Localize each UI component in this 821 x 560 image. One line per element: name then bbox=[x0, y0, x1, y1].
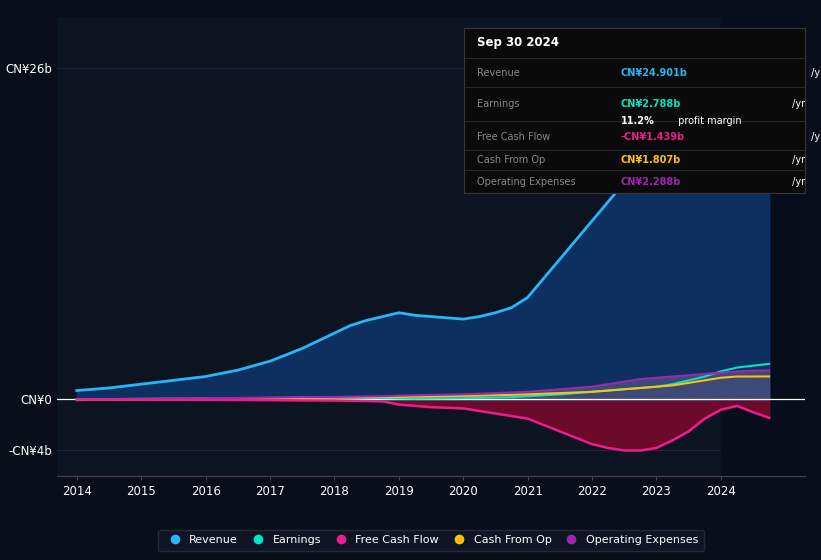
Text: CN¥24.901b: CN¥24.901b bbox=[621, 68, 687, 78]
Text: Operating Expenses: Operating Expenses bbox=[478, 176, 576, 186]
Text: Free Cash Flow: Free Cash Flow bbox=[478, 132, 551, 142]
Text: CN¥2.788b: CN¥2.788b bbox=[621, 99, 681, 109]
Text: /yr: /yr bbox=[789, 176, 805, 186]
Bar bbox=[721, 17, 818, 476]
Text: Cash From Op: Cash From Op bbox=[478, 155, 546, 165]
Text: profit margin: profit margin bbox=[675, 115, 741, 125]
Text: CN¥2.288b: CN¥2.288b bbox=[621, 176, 681, 186]
Text: /yr: /yr bbox=[789, 99, 805, 109]
Text: 11.2%: 11.2% bbox=[621, 115, 654, 125]
Text: /yr: /yr bbox=[808, 68, 821, 78]
Legend: Revenue, Earnings, Free Cash Flow, Cash From Op, Operating Expenses: Revenue, Earnings, Free Cash Flow, Cash … bbox=[158, 530, 704, 551]
Text: /yr: /yr bbox=[808, 132, 821, 142]
Text: Earnings: Earnings bbox=[478, 99, 520, 109]
Text: /yr: /yr bbox=[789, 155, 805, 165]
Text: -CN¥1.439b: -CN¥1.439b bbox=[621, 132, 685, 142]
Text: Revenue: Revenue bbox=[478, 68, 521, 78]
Text: Sep 30 2024: Sep 30 2024 bbox=[478, 35, 559, 49]
Text: CN¥1.807b: CN¥1.807b bbox=[621, 155, 681, 165]
